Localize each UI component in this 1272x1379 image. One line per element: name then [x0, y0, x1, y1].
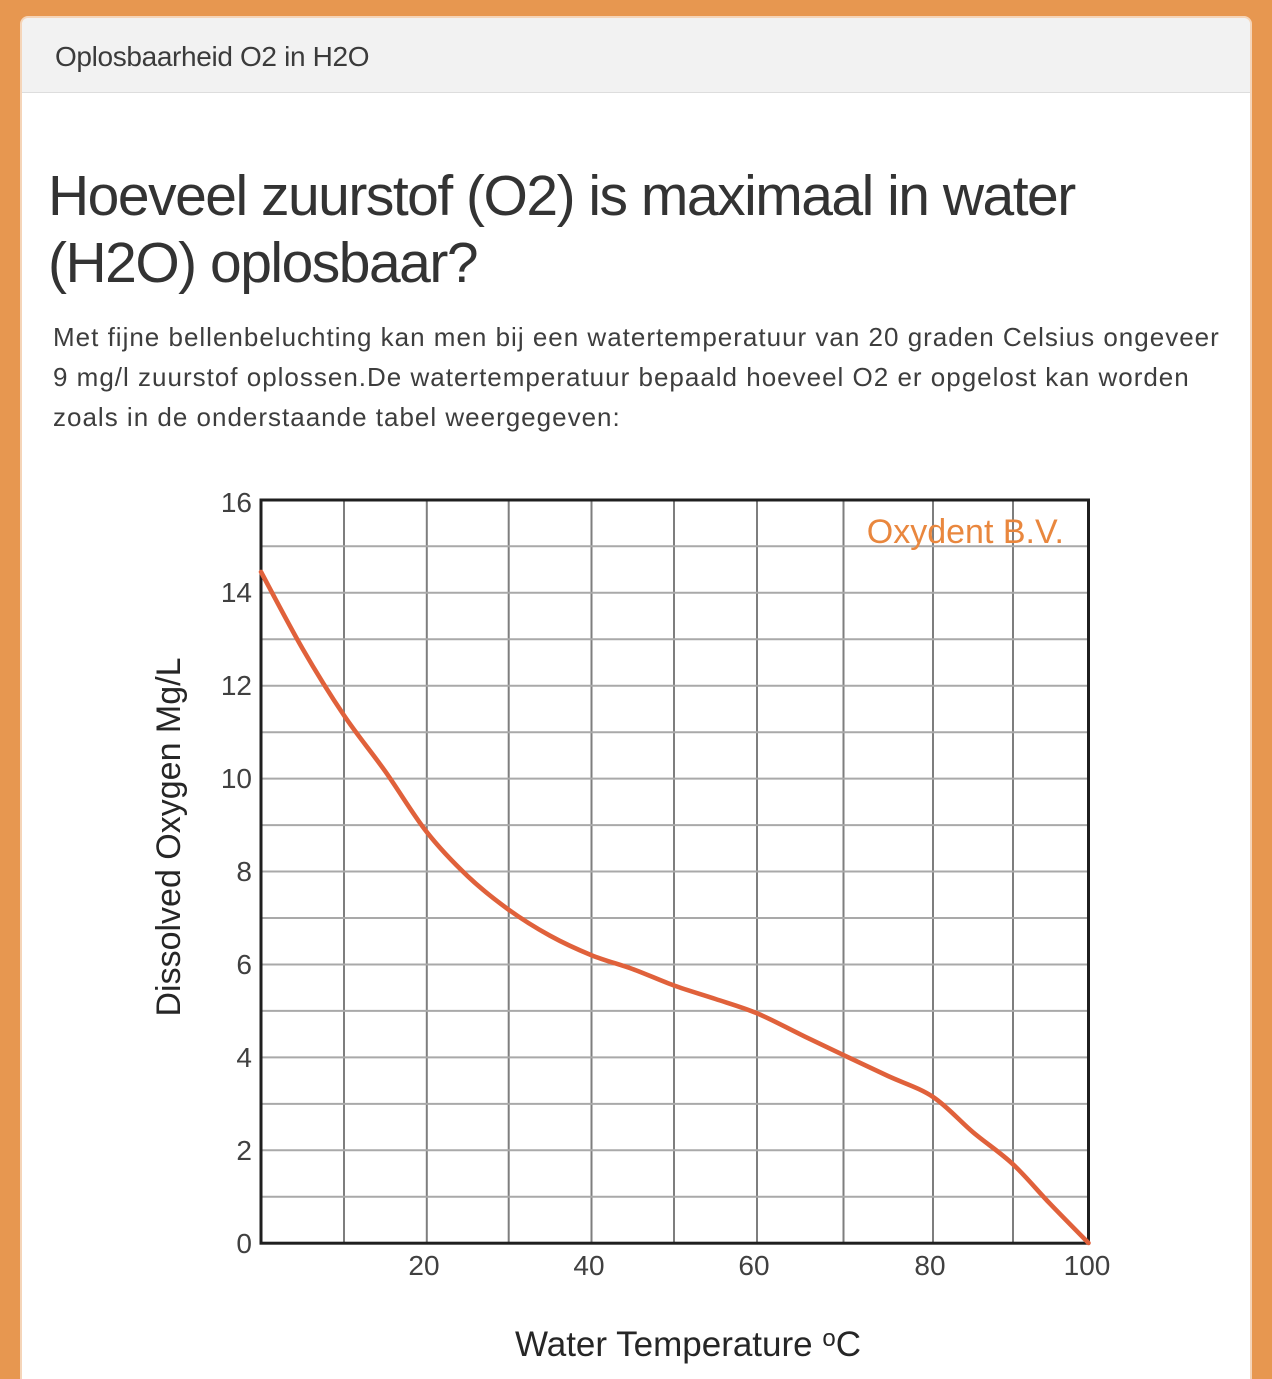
svg-text:2: 2	[236, 1135, 252, 1166]
svg-text:12: 12	[221, 670, 252, 701]
svg-text:14: 14	[221, 577, 252, 608]
svg-text:Oxydent B.V.: Oxydent B.V.	[867, 513, 1064, 551]
svg-text:100: 100	[1064, 1250, 1111, 1281]
svg-text:10: 10	[221, 763, 252, 794]
svg-text:Water Temperature oC: Water Temperature oC	[515, 1325, 861, 1364]
svg-text:0: 0	[236, 1228, 252, 1259]
svg-text:16: 16	[221, 487, 252, 518]
svg-text:4: 4	[236, 1042, 252, 1073]
svg-text:8: 8	[236, 856, 252, 887]
svg-text:60: 60	[738, 1250, 769, 1281]
svg-text:6: 6	[236, 949, 252, 980]
svg-text:40: 40	[573, 1250, 604, 1281]
svg-text:20: 20	[408, 1250, 439, 1281]
svg-text:80: 80	[914, 1250, 945, 1281]
svg-text:Dissolved Oxygen Mg/L: Dissolved Oxygen Mg/L	[150, 657, 188, 1016]
